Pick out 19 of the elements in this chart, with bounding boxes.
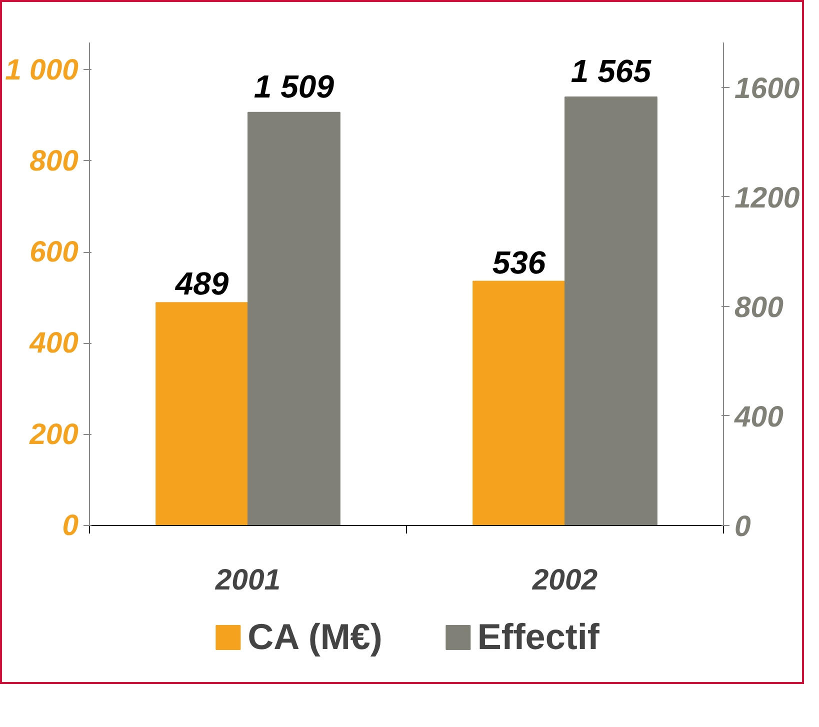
y2-tick-label: 1600 bbox=[734, 72, 800, 105]
y-tick-label: 200 bbox=[28, 418, 80, 451]
legend-label: Effectif bbox=[477, 616, 600, 658]
data-label: 1 565 bbox=[570, 52, 652, 89]
y2-tick-label: 800 bbox=[734, 290, 784, 324]
x-tick-label: 2001 bbox=[214, 564, 281, 596]
y-tick-label: 800 bbox=[30, 144, 80, 178]
data-label: 1 509 bbox=[254, 68, 334, 104]
data-label: 489 bbox=[174, 266, 229, 302]
y2-tick-label: 1200 bbox=[734, 181, 800, 214]
y2-tick-label: 0 bbox=[734, 510, 752, 543]
data-label: 536 bbox=[492, 244, 546, 280]
y-tick-label: 0 bbox=[62, 509, 80, 542]
y2-tick-label: 400 bbox=[734, 400, 784, 434]
y-tick-label: 1 000 bbox=[5, 53, 80, 86]
y-tick-label: 400 bbox=[28, 326, 80, 360]
legend-label: CA (M€) bbox=[248, 616, 382, 658]
x-tick-label: 2002 bbox=[531, 564, 598, 596]
y-tick-label: 600 bbox=[30, 236, 80, 269]
